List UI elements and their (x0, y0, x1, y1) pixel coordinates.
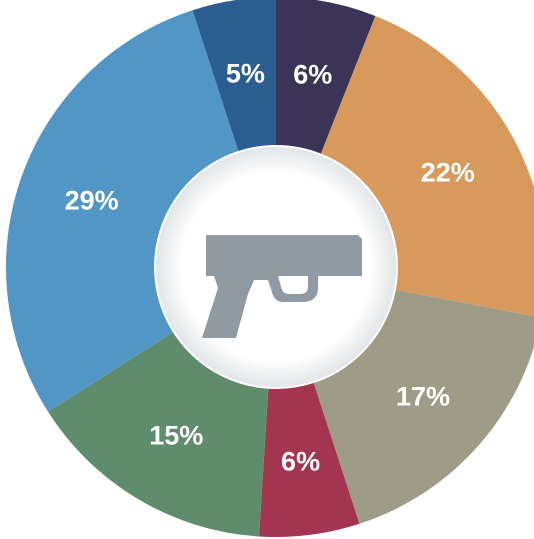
handgun-icon (202, 235, 362, 338)
slice-3 (259, 383, 360, 537)
slices-group (5, 0, 534, 537)
slice-2 (313, 289, 534, 524)
slice-label-4: 15% (149, 421, 203, 451)
slice-5 (5, 10, 239, 412)
slice-0 (276, 0, 376, 154)
slice-label-1: 22% (421, 158, 475, 188)
slice-label-2: 17% (396, 382, 450, 412)
slice-1 (320, 15, 534, 317)
slice-label-0: 6% (293, 59, 332, 89)
slice-label-3: 6% (281, 446, 320, 476)
slice-label-6: 5% (226, 58, 265, 88)
labels-group: 6% 22% 17% 6% 15% 29% 5% (65, 58, 475, 476)
slice-4 (48, 332, 269, 537)
slice-6 (192, 0, 276, 151)
slice-label-5: 29% (65, 186, 119, 216)
